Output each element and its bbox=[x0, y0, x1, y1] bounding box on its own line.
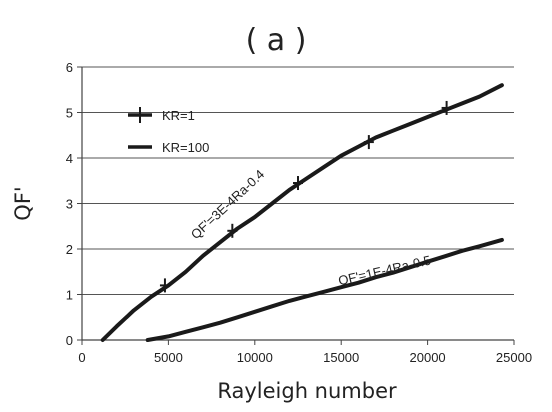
y-axis-title: QF' bbox=[11, 186, 35, 220]
legend-entry-1: KR=100 bbox=[128, 140, 209, 155]
y-tick-label-3: 3 bbox=[66, 197, 73, 212]
annotations: QF'=3E-4Ra-0.4QF'=1E-4Ra-0.5 bbox=[188, 167, 433, 289]
series-0-point-2 bbox=[293, 176, 303, 191]
x-axis-title: Rayleigh number bbox=[217, 379, 397, 403]
series-0-point-3 bbox=[363, 135, 374, 150]
series-lines bbox=[100, 83, 504, 342]
legend-label-0: KR=1 bbox=[162, 108, 195, 123]
x-tick-label-4: 20000 bbox=[410, 350, 446, 365]
series-0-point-4 bbox=[441, 100, 452, 115]
series-0-point-0 bbox=[159, 278, 170, 293]
legend-label-1: KR=100 bbox=[162, 140, 209, 155]
x-tick-label-2: 10000 bbox=[237, 350, 273, 365]
legend-entry-0: KR=1 bbox=[128, 107, 195, 123]
y-tick-label-6: 6 bbox=[66, 60, 73, 75]
y-tick-label-4: 4 bbox=[66, 151, 73, 166]
y-tick-label-1: 1 bbox=[66, 288, 73, 303]
y-tick-label-0: 0 bbox=[66, 333, 73, 348]
series-markers bbox=[159, 100, 452, 293]
x-tick-label-3: 15000 bbox=[323, 350, 359, 365]
x-tick-label-0: 0 bbox=[78, 350, 85, 365]
series-line-0 bbox=[100, 83, 504, 342]
x-tick-label-5: 25000 bbox=[496, 350, 532, 365]
panel-label: ( a ) bbox=[246, 23, 307, 58]
y-tick-label-2: 2 bbox=[66, 242, 73, 257]
legend: KR=1 KR=100 bbox=[128, 107, 209, 155]
x-tick-label-1: 5000 bbox=[154, 350, 183, 365]
series-line-1 bbox=[145, 237, 504, 342]
y-tick-label-5: 5 bbox=[66, 106, 73, 121]
series-0-point-1 bbox=[227, 223, 238, 238]
annotation-1: QF'=1E-4Ra-0.5 bbox=[337, 252, 433, 288]
x-axis-ticks: 0 5000 10000 15000 20000 25000 bbox=[78, 340, 532, 365]
y-axis-ticks: 0 1 2 3 4 5 6 bbox=[66, 60, 82, 348]
